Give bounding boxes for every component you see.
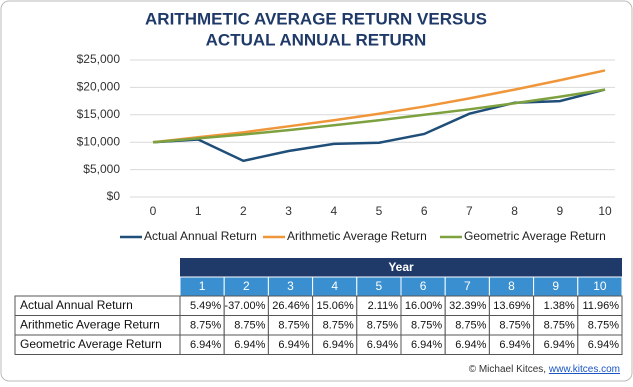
cell-text: 11.96% (583, 300, 620, 312)
cell-text: 6.94% (499, 339, 530, 351)
cell-text: 8.75% (455, 319, 486, 331)
x-tick-label: 3 (285, 204, 292, 218)
x-tick-label: 6 (421, 204, 428, 218)
chart-title: ACTUAL ANNUAL RETURN (206, 30, 427, 49)
column-header: 10 (593, 279, 607, 293)
y-tick-label: $20,000 (77, 80, 121, 94)
column-header: 7 (464, 279, 471, 293)
x-tick-label: 5 (376, 204, 383, 218)
cell-text: 6.94% (278, 339, 309, 351)
cell-text: 5.49% (190, 300, 221, 312)
footer-link[interactable]: www.kitces.com (548, 364, 620, 375)
cell-text: 6.94% (323, 339, 354, 351)
legend-label: Arithmetic Average Return (287, 229, 427, 243)
y-tick-label: $0 (107, 189, 121, 203)
x-tick-label: 10 (598, 204, 612, 218)
cell-text: 8.75% (323, 319, 354, 331)
series-line (152, 69, 606, 144)
cell-text: 26.46% (272, 300, 310, 312)
cell-text: 6.94% (455, 339, 486, 351)
cell-text: 8.75% (588, 319, 619, 331)
cell-text: 16.00% (405, 300, 443, 312)
column-header: 2 (243, 279, 250, 293)
cell-text: 8.75% (190, 319, 221, 331)
cell-text: 1.38% (544, 300, 575, 312)
y-tick-label: $25,000 (77, 52, 121, 66)
cell-text: 8.75% (367, 319, 398, 331)
cell-text: 6.94% (544, 339, 575, 351)
chart-title: ARITHMETIC AVERAGE RETURN VERSUS (145, 9, 487, 28)
cell-text: 8.75% (278, 319, 309, 331)
column-header: 8 (508, 279, 515, 293)
row-label: Actual Annual Return (20, 298, 133, 312)
y-tick-label: $10,000 (77, 134, 121, 148)
legend-label: Geometric Average Return (464, 229, 606, 243)
cell (577, 334, 623, 355)
series-line (152, 88, 606, 144)
x-tick-label: 0 (150, 204, 157, 218)
cell-text: 8.75% (499, 319, 530, 331)
x-tick-label: 9 (556, 204, 563, 218)
column-header: 9 (552, 279, 559, 293)
cell-text: 32.39% (449, 300, 487, 312)
cell-text: 8.75% (234, 319, 265, 331)
y-tick-label: $15,000 (77, 107, 121, 121)
row-label: Arithmetic Average Return (20, 318, 160, 332)
footer-text: © Michael Kitces, (469, 364, 546, 375)
column-header: 1 (199, 279, 206, 293)
table-header-bg (180, 258, 622, 277)
cell-text: 6.94% (190, 339, 221, 351)
x-tick-label: 2 (240, 204, 247, 218)
table-header: Year (388, 260, 414, 274)
cell-text: 6.94% (234, 339, 265, 351)
cell-text: 15.06% (316, 300, 354, 312)
footer: © Michael Kitces, www.kitces.com (469, 364, 620, 375)
column-header: 3 (287, 279, 294, 293)
x-tick-label: 1 (195, 204, 202, 218)
column-header: 5 (376, 279, 383, 293)
cell-text: 8.75% (544, 319, 575, 331)
cell-text: 6.94% (411, 339, 442, 351)
x-tick-label: 8 (511, 204, 518, 218)
column-header: 6 (420, 279, 427, 293)
cell-text: 13.69% (493, 300, 531, 312)
cell-text: 6.94% (367, 339, 398, 351)
x-tick-label: 4 (330, 204, 337, 218)
cell-text: 2.11% (368, 300, 399, 312)
column-header: 4 (331, 279, 338, 293)
y-tick-label: $5,000 (83, 162, 120, 176)
row-label: Geometric Average Return (20, 337, 162, 351)
cell-text: 6.94% (588, 339, 619, 351)
legend-label: Actual Annual Return (144, 229, 257, 243)
x-tick-label: 7 (466, 204, 473, 218)
cell-text: 8.75% (411, 319, 442, 331)
cell-text: -37.00% (224, 300, 265, 312)
